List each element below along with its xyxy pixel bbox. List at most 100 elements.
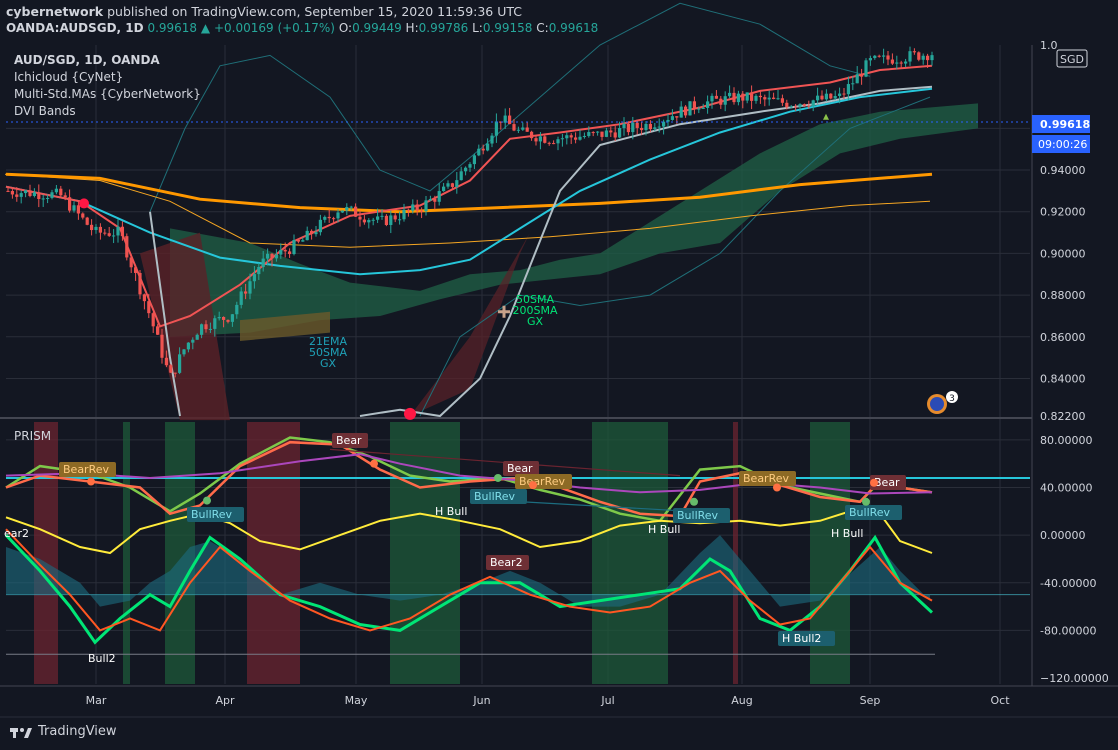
candle-body xyxy=(556,139,560,144)
candle-body xyxy=(367,220,371,223)
candle-body xyxy=(640,127,644,131)
sma-short-a xyxy=(149,211,181,417)
candle-body xyxy=(670,116,674,120)
candle-body xyxy=(120,226,124,237)
candle-body xyxy=(450,183,454,187)
candle-body xyxy=(305,230,309,241)
candle-body xyxy=(706,101,710,108)
event-count-badge xyxy=(946,391,958,403)
candle-body xyxy=(274,254,278,259)
candle-body xyxy=(191,339,195,343)
label-bear-bg xyxy=(503,461,539,476)
candle-body xyxy=(613,132,617,138)
candle-body xyxy=(138,272,142,295)
candle-body xyxy=(820,95,824,100)
candle-body xyxy=(521,127,525,130)
candle-body xyxy=(789,106,793,108)
dvi-mid xyxy=(4,173,931,248)
candle-body xyxy=(90,224,94,231)
candle-body xyxy=(622,123,626,129)
footer-brand[interactable]: TradingView xyxy=(38,724,117,739)
label-bear-bg xyxy=(332,433,368,448)
indicator-multi-std-mas[interactable]: Multi-Std.MAs {CyberNetwork} xyxy=(14,87,201,101)
candle-body xyxy=(864,60,868,77)
sma-cross-label: 50SMA xyxy=(516,293,554,306)
candle-body xyxy=(384,215,388,226)
price-tick: 0.84000 xyxy=(1040,372,1086,385)
label-bear2: Bear2 xyxy=(490,556,523,569)
signal-dot xyxy=(690,497,698,506)
candle-body xyxy=(666,119,670,122)
candle-body xyxy=(477,148,481,156)
signal-dot xyxy=(370,459,378,468)
currency-label: SGD xyxy=(1060,53,1084,66)
candle-body xyxy=(657,126,661,128)
candle-body xyxy=(899,62,903,64)
candle-body xyxy=(76,205,80,214)
month-tick: Oct xyxy=(990,694,1010,707)
candle-body xyxy=(389,215,393,226)
candle-body xyxy=(151,313,155,327)
label-bear: Bear xyxy=(336,434,362,447)
candle-body xyxy=(486,143,490,151)
candle-body xyxy=(890,59,894,64)
candle-body xyxy=(587,132,591,136)
publisher-name[interactable]: cybernetwork xyxy=(6,4,104,19)
month-tick: Aug xyxy=(731,694,752,707)
chart-labels: 21EMA50SMAGX50SMA200SMAGX3BearBearBearBe… xyxy=(4,293,958,665)
signal-dot xyxy=(203,496,211,505)
candle-body xyxy=(28,190,32,196)
candle-body xyxy=(142,294,146,302)
signal-band xyxy=(34,422,58,684)
cloud-gold xyxy=(240,311,330,341)
prism-title: PRISM xyxy=(14,429,51,443)
candle-body xyxy=(310,230,314,235)
candle-body xyxy=(886,55,890,60)
signal-band xyxy=(733,422,738,684)
cross-marker xyxy=(404,407,416,420)
label-bullrev: BullRev xyxy=(677,509,719,522)
candle-body xyxy=(204,324,208,330)
price-tick: 0.88000 xyxy=(1040,289,1086,302)
candle-body xyxy=(222,316,226,320)
prism-tick: −120.00000 xyxy=(1040,672,1109,685)
price-tick: 0.94000 xyxy=(1040,164,1086,177)
candle-body xyxy=(455,180,459,187)
label-bear2-left: ear2 xyxy=(4,527,29,540)
label-hbull2-bg xyxy=(778,631,835,646)
indicator-dvi-bands[interactable]: DVI Bands xyxy=(14,104,76,118)
candle-body xyxy=(776,98,780,100)
candle-body xyxy=(481,148,485,151)
candle-body xyxy=(842,93,846,95)
candle-body xyxy=(596,131,600,133)
candle-body xyxy=(420,210,424,212)
candle-body xyxy=(217,316,221,319)
candle-body xyxy=(873,55,877,59)
candle-body xyxy=(679,106,683,118)
prism-tick: 80.00000 xyxy=(1040,434,1093,447)
moving-averages xyxy=(5,64,933,418)
candle-body xyxy=(200,324,204,335)
label-bullrev: BullRev xyxy=(849,506,891,519)
candle-body xyxy=(829,93,833,99)
candle-body xyxy=(710,95,714,102)
candle-body xyxy=(160,334,164,358)
candle-body xyxy=(741,93,745,101)
candle-body xyxy=(19,193,23,197)
candle-body xyxy=(37,192,41,199)
prism-fast-green xyxy=(4,534,934,645)
cross-marker xyxy=(79,198,89,209)
indicator-ichicloud[interactable]: Ichicloud {CyNet} xyxy=(14,70,124,84)
candle-body xyxy=(494,121,498,136)
symbol[interactable]: OANDA:AUDSGD, 1D xyxy=(6,21,144,35)
candle-body xyxy=(851,83,855,85)
candle-body xyxy=(112,235,116,237)
candle-body xyxy=(362,219,366,223)
publisher-line: cybernetwork published on TradingView.co… xyxy=(6,4,522,19)
candle-body xyxy=(714,95,718,99)
candle-body xyxy=(288,251,292,255)
candle-body xyxy=(807,105,811,107)
month-tick: Apr xyxy=(215,694,235,707)
candle-body xyxy=(314,232,318,235)
candle-body xyxy=(345,207,349,211)
